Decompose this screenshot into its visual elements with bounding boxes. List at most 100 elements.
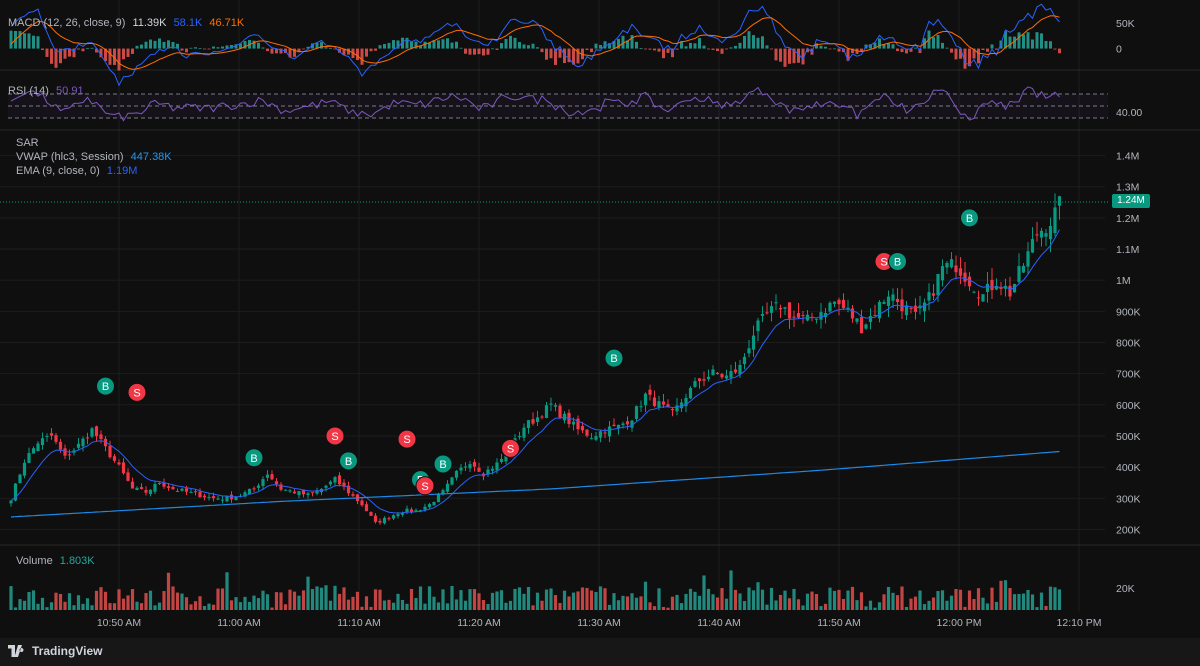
macd-hist-bar: [599, 45, 602, 49]
macd-hist-bar: [936, 34, 940, 49]
macd-hist-bar: [144, 41, 148, 49]
candle-body: [607, 426, 612, 437]
volume-bar: [441, 589, 445, 610]
candle-body: [337, 475, 342, 485]
candles: [9, 193, 1062, 525]
volume-bar: [580, 587, 585, 610]
volume-bar: [931, 597, 936, 610]
candle-body: [63, 448, 67, 456]
macd-hist-bar: [648, 48, 652, 50]
macd-hist-bar: [374, 48, 377, 51]
candle-body: [891, 294, 895, 301]
volume-bar: [535, 592, 540, 610]
sar-legend: SAR: [16, 136, 43, 150]
macd-hist-bar: [257, 42, 260, 49]
candle-body: [1057, 196, 1062, 206]
volume-bar: [891, 592, 895, 610]
volume-bar: [697, 595, 702, 610]
candle-body: [868, 315, 873, 323]
volume-bar: [171, 586, 175, 610]
macd-hist-bar: [495, 48, 499, 50]
candle-body: [454, 470, 459, 478]
macd-hist-bar: [963, 48, 967, 69]
macd-hist-bar: [86, 47, 89, 49]
macd-hist-bar: [63, 48, 67, 59]
macd-hist-bar: [990, 44, 994, 49]
candle-body: [729, 371, 733, 378]
candle-body: [670, 409, 675, 411]
candle-body: [814, 318, 819, 320]
price-axis-tick: 1.1M: [1116, 244, 1139, 256]
price-axis-tick: 200K: [1116, 524, 1141, 536]
price-axis-tick: 400K: [1116, 462, 1141, 474]
volume-bars: [9, 570, 1062, 610]
candle-body: [180, 488, 184, 491]
macd-hist-bar: [482, 48, 485, 56]
volume-bar: [144, 593, 148, 610]
volume-bar: [828, 587, 832, 610]
volume-bar: [823, 603, 828, 610]
macd-hist-bar: [662, 48, 665, 59]
candle-body: [76, 443, 81, 448]
macd-hist-bar: [621, 35, 625, 49]
candle-body: [756, 320, 760, 332]
candle-body: [400, 512, 405, 515]
candle-body: [828, 302, 832, 312]
candle-body: [36, 443, 40, 452]
candle-body: [864, 324, 868, 329]
candle-body: [990, 279, 994, 291]
volume-bar: [963, 606, 967, 610]
candle-body: [621, 423, 625, 426]
candle-body: [495, 462, 499, 471]
chart-canvas[interactable]: 200K 300K 400K 500K 600K 700K 800K 900K 1M 1.1M 1.…: [0, 0, 1200, 638]
volume-bar: [396, 593, 400, 610]
volume-bar: [675, 594, 679, 610]
volume-bar: [81, 603, 85, 610]
volume-bar: [531, 605, 535, 610]
volume-bar: [364, 596, 369, 610]
macd-hist-bar: [437, 40, 440, 49]
volume-bar: [585, 587, 589, 610]
macd-hist-bar: [441, 39, 445, 49]
candle-body: [99, 434, 103, 440]
candle-body: [760, 313, 765, 316]
volume-bar: [909, 598, 913, 610]
macd-hist-bar: [261, 47, 265, 49]
macd-hist-bar: [594, 43, 598, 49]
signal-label: S: [880, 257, 887, 269]
candle-body: [49, 433, 54, 436]
price-axis-tick: 800K: [1116, 338, 1141, 350]
candle-body: [153, 484, 157, 492]
volume-bar: [994, 601, 999, 610]
candle-body: [247, 488, 252, 495]
candle-body: [886, 296, 891, 306]
tradingview-brand[interactable]: TradingView: [8, 644, 102, 658]
candle-body: [652, 397, 657, 407]
candle-body: [765, 312, 769, 314]
volume-bar: [216, 588, 220, 610]
volume-bar: [603, 588, 607, 610]
volume-bar: [117, 589, 121, 610]
macd-hist-bar: [882, 44, 886, 49]
volume-bar: [972, 599, 976, 610]
macd-hist-bar: [360, 48, 364, 65]
volume-bar: [940, 590, 945, 610]
volume-bar: [607, 604, 612, 610]
volume-bar: [540, 600, 544, 610]
volume-bar: [481, 600, 486, 610]
macd-hist-bar: [558, 48, 562, 58]
macd-line: [10, 3, 1060, 87]
volume-bar: [9, 586, 13, 610]
volume-bar: [31, 590, 36, 610]
volume-bar: [769, 587, 774, 610]
candle-body: [189, 491, 193, 493]
candle-body: [963, 272, 967, 282]
volume-bar: [261, 590, 265, 610]
candle-body: [936, 274, 940, 296]
macd-hist-bar: [666, 48, 670, 53]
macd-hist-bar: [914, 47, 917, 49]
macd-hist-bar: [671, 48, 674, 58]
volume-bar: [513, 588, 517, 610]
macd-hist-bar: [410, 41, 413, 49]
vwap-value: 447.38K: [130, 151, 172, 163]
